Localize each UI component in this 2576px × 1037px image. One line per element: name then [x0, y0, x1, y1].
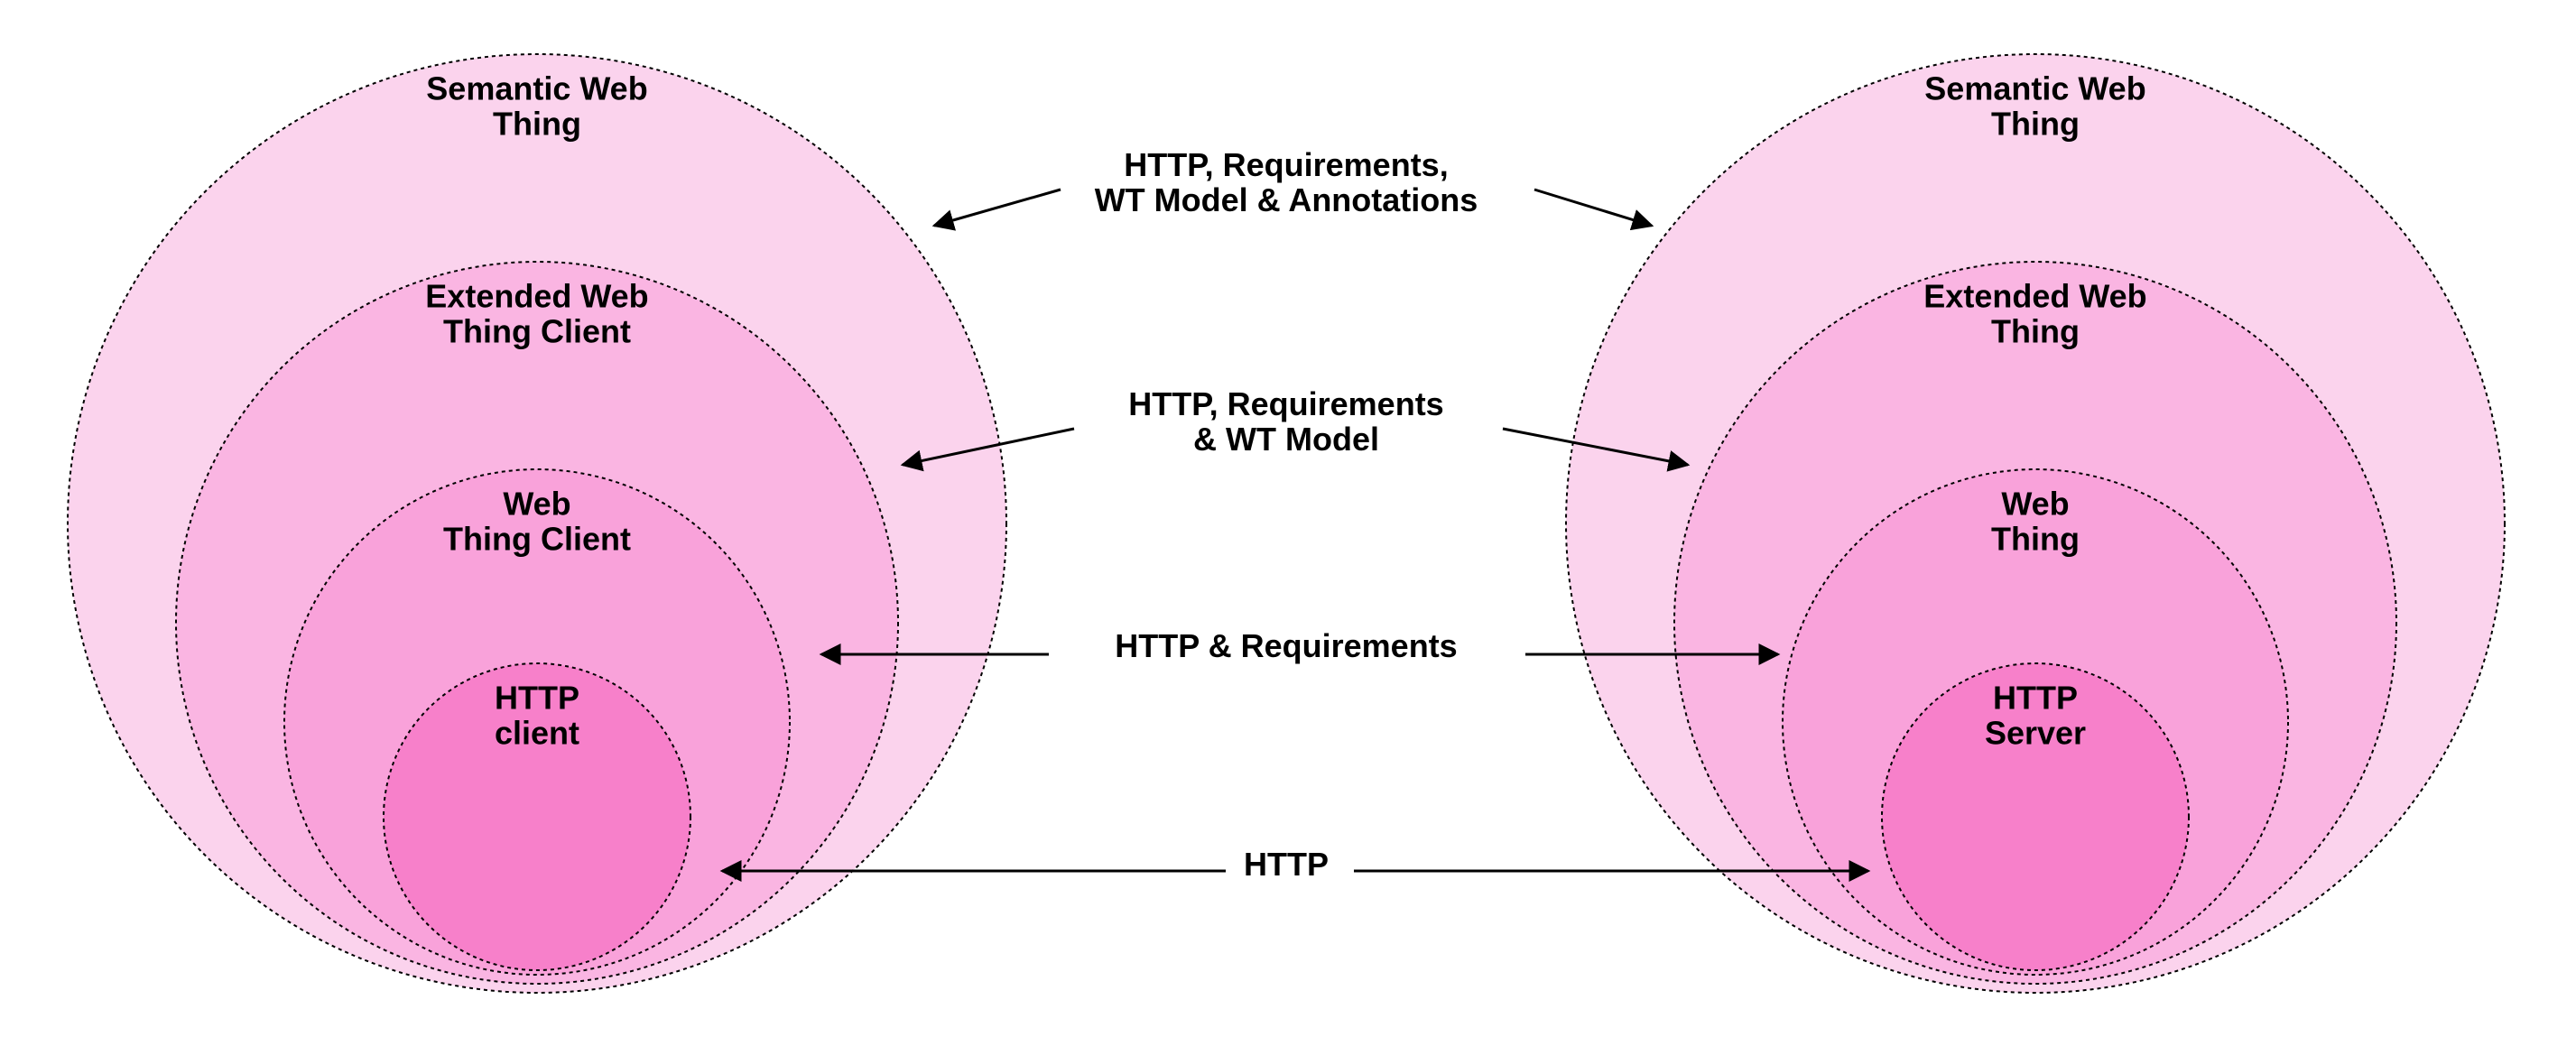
- connector-label: HTTP: [1244, 846, 1329, 883]
- client-circle-group: Semantic WebThingExtended WebThing Clien…: [68, 54, 1006, 993]
- web-thing-layers-diagram: Semantic WebThingExtended WebThing Clien…: [0, 0, 2576, 1037]
- connector-label: HTTP & Requirements: [1115, 627, 1457, 664]
- layer-circle-label: HTTPServer: [1985, 679, 2086, 751]
- connector-label: HTTP, Requirements,WT Model & Annotation…: [1095, 146, 1478, 218]
- connector-arrow: [1534, 190, 1652, 226]
- server-circle-group: Semantic WebThingExtended WebThingWebThi…: [1566, 54, 2505, 993]
- layer-circle-label: WebThing: [1991, 485, 2080, 557]
- layer-circle-label: Extended WebThing Client: [425, 277, 648, 349]
- layer-circle: HTTPclient: [384, 663, 690, 970]
- layer-circle-label: HTTPclient: [495, 679, 579, 751]
- layer-circle: HTTPServer: [1882, 663, 2189, 970]
- connector-label: HTTP, Requirements& WT Model: [1128, 385, 1443, 458]
- connector-arrow: [934, 190, 1061, 226]
